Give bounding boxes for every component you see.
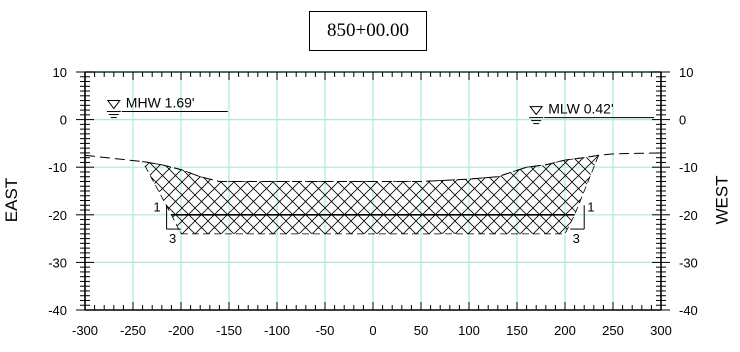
series-layer [84, 152, 662, 235]
water-level-label: MLW 0.42' [548, 101, 613, 117]
water-level-label: MHW 1.69' [126, 95, 195, 111]
section-title-box: 850+00.00 [309, 11, 427, 51]
mlw-annotation: MLW 0.42' [529, 101, 655, 125]
y-tick-label-left: -40 [48, 303, 67, 318]
slope-indicator-right: 13 [570, 199, 594, 246]
x-tick-label: -50 [316, 323, 335, 338]
y-tick-label-right: -40 [679, 303, 698, 318]
y-tick-label-left: -20 [48, 208, 67, 223]
x-tick-label: 200 [554, 323, 576, 338]
mhw-annotation: MHW 1.69' [106, 95, 228, 119]
x-tick-label: -250 [120, 323, 146, 338]
x-tick-label: 100 [458, 323, 480, 338]
x-tick-label: -150 [216, 323, 242, 338]
y-tick-label-right: -20 [679, 208, 698, 223]
y-tick-label-right: -10 [679, 160, 698, 175]
x-tick-label: 250 [602, 323, 624, 338]
water-level-icon [529, 106, 544, 116]
slope-rise-label: 1 [153, 199, 160, 214]
section-title: 850+00.00 [327, 20, 409, 41]
x-tick-label: -100 [264, 323, 290, 338]
x-tick-label: 300 [650, 323, 672, 338]
slope-indicator-left: 13 [153, 199, 181, 246]
water-level-icon [106, 100, 121, 110]
x-tick-label: 50 [414, 323, 428, 338]
x-tick-label: 0 [369, 323, 376, 338]
x-tick-label: 150 [506, 323, 528, 338]
x-tick-label: -300 [72, 323, 98, 338]
y-tick-label-left: 0 [60, 113, 67, 128]
y-tick-label-right: -30 [679, 255, 698, 270]
slope-rise-label: 1 [587, 199, 594, 214]
y-tick-label-left: 10 [53, 65, 67, 80]
plot-frame [76, 71, 670, 311]
y-tick-label-right: 0 [679, 113, 686, 128]
slope-run-label: 3 [573, 231, 580, 246]
x-tick-label: -200 [168, 323, 194, 338]
slope-run-label: 3 [169, 231, 176, 246]
y-tick-label-left: -30 [48, 255, 67, 270]
tick-labels: -300 -250 -200 -150 -100 -50 0 50 100 150 200 250 30… [48, 65, 698, 338]
y-tick-label-left: -10 [48, 160, 67, 175]
y-tick-label-right: 10 [679, 65, 693, 80]
